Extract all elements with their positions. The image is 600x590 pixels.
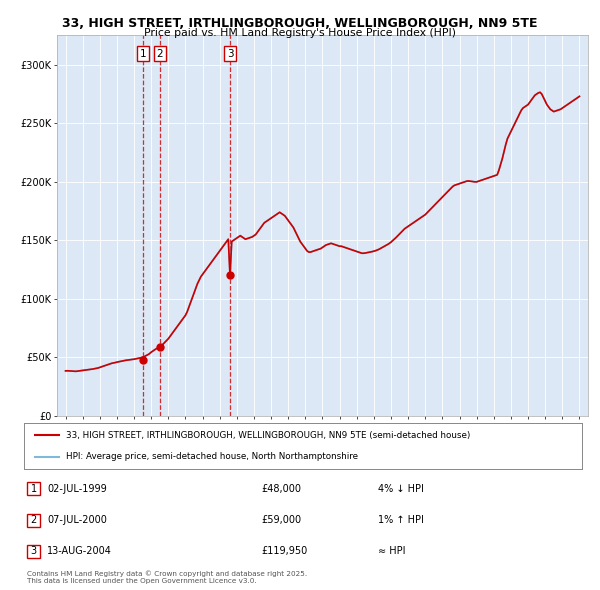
Text: 33, HIGH STREET, IRTHLINGBOROUGH, WELLINGBOROUGH, NN9 5TE: 33, HIGH STREET, IRTHLINGBOROUGH, WELLIN… xyxy=(62,17,538,30)
Text: 2: 2 xyxy=(31,515,37,525)
Text: HPI: Average price, semi-detached house, North Northamptonshire: HPI: Average price, semi-detached house,… xyxy=(66,452,358,461)
Text: 2: 2 xyxy=(157,49,163,59)
Text: 33, HIGH STREET, IRTHLINGBOROUGH, WELLINGBOROUGH, NN9 5TE (semi-detached house): 33, HIGH STREET, IRTHLINGBOROUGH, WELLIN… xyxy=(66,431,470,440)
Text: 3: 3 xyxy=(227,49,233,59)
Text: ≈ HPI: ≈ HPI xyxy=(378,546,406,556)
Text: £48,000: £48,000 xyxy=(261,484,301,494)
Point xyxy=(226,271,235,280)
Text: 1: 1 xyxy=(139,49,146,59)
Text: 1% ↑ HPI: 1% ↑ HPI xyxy=(378,515,424,525)
Text: £59,000: £59,000 xyxy=(261,515,301,525)
Text: 4% ↓ HPI: 4% ↓ HPI xyxy=(378,484,424,494)
Text: Contains HM Land Registry data © Crown copyright and database right 2025.
This d: Contains HM Land Registry data © Crown c… xyxy=(27,571,307,584)
Text: 07-JUL-2000: 07-JUL-2000 xyxy=(47,515,107,525)
Text: £119,950: £119,950 xyxy=(261,546,307,556)
Text: 3: 3 xyxy=(31,546,37,556)
Text: 1: 1 xyxy=(31,484,37,494)
Text: Price paid vs. HM Land Registry's House Price Index (HPI): Price paid vs. HM Land Registry's House … xyxy=(144,28,456,38)
Point xyxy=(155,342,164,352)
Text: 02-JUL-1999: 02-JUL-1999 xyxy=(47,484,107,494)
Text: 13-AUG-2004: 13-AUG-2004 xyxy=(47,546,112,556)
Point xyxy=(138,355,148,365)
